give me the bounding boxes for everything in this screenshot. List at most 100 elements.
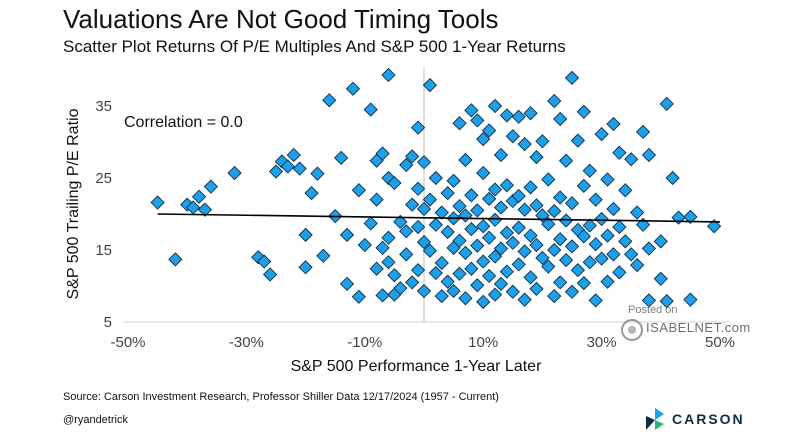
x-tick-label: -50% — [110, 334, 145, 351]
data-point — [416, 201, 432, 217]
data-point — [505, 284, 520, 299]
data-point — [541, 259, 556, 274]
data-point — [511, 109, 526, 124]
data-point — [481, 230, 497, 245]
data-point — [570, 263, 586, 278]
data-point — [683, 292, 698, 307]
data-point — [257, 254, 272, 269]
carson-logo: CARSON — [646, 406, 745, 432]
data-point — [576, 229, 591, 244]
data-point — [618, 234, 633, 249]
author-handle: @ryandetrick — [63, 414, 128, 426]
data-point — [487, 212, 503, 227]
data-point — [588, 237, 603, 252]
data-point — [553, 275, 568, 290]
data-point — [168, 252, 183, 267]
watermark: Posted on ISABELNET.com — [618, 304, 758, 344]
data-point — [641, 147, 657, 163]
data-point — [553, 190, 568, 205]
data-point — [298, 260, 313, 275]
data-point — [434, 205, 449, 220]
data-point — [464, 103, 479, 118]
data-point — [493, 276, 509, 291]
data-point — [641, 293, 657, 308]
data-point — [570, 133, 586, 148]
data-point — [582, 255, 597, 270]
data-point — [499, 108, 515, 123]
data-point — [476, 254, 491, 269]
data-point — [706, 219, 722, 234]
data-point — [381, 67, 396, 83]
data-point — [612, 219, 627, 235]
data-point — [440, 185, 455, 201]
data-point — [434, 288, 449, 304]
data-point — [316, 248, 331, 263]
data-point — [629, 205, 645, 220]
data-point — [387, 175, 402, 191]
watermark-posted: Posted on — [628, 304, 678, 316]
data-point — [635, 124, 651, 140]
data-point — [197, 202, 213, 217]
data-point — [369, 192, 384, 207]
data-point — [582, 163, 597, 178]
data-point — [594, 251, 609, 266]
data-point — [600, 172, 615, 187]
data-point — [458, 152, 473, 168]
data-point — [310, 166, 325, 181]
data-point — [191, 189, 207, 204]
data-point — [422, 243, 438, 258]
data-point — [629, 257, 645, 273]
data-point — [410, 263, 426, 278]
x-tick-label: 50% — [705, 334, 735, 351]
data-point — [339, 276, 355, 291]
data-point — [499, 178, 515, 193]
y-tick-label: 15 — [95, 242, 112, 259]
data-point — [487, 182, 503, 197]
data-point — [304, 185, 319, 201]
data-point — [606, 201, 621, 217]
data-point — [499, 264, 515, 279]
data-point — [369, 261, 384, 276]
data-point — [624, 152, 639, 167]
data-point — [653, 271, 668, 286]
data-point — [493, 200, 509, 215]
y-axis-title: S&P 500 Trailing P/E Ratio — [65, 108, 82, 299]
data-point — [547, 288, 562, 304]
data-point — [150, 195, 165, 210]
data-point — [428, 217, 443, 232]
data-point — [564, 196, 580, 211]
data-point — [464, 221, 479, 237]
data-point — [446, 283, 461, 299]
watermark-logo-icon — [621, 319, 643, 341]
data-point — [227, 165, 242, 181]
data-point — [405, 275, 420, 290]
data-point — [529, 198, 544, 213]
data-point — [458, 245, 473, 261]
data-point — [547, 203, 562, 219]
data-point — [292, 161, 307, 176]
data-point — [416, 283, 432, 299]
data-point — [262, 267, 278, 282]
data-point — [511, 188, 526, 204]
data-point — [452, 116, 467, 131]
data-point — [535, 250, 550, 266]
data-point — [582, 218, 597, 233]
data-point — [541, 172, 556, 187]
data-point — [553, 232, 568, 247]
data-point — [606, 247, 621, 262]
data-point — [416, 155, 432, 170]
data-point — [618, 183, 633, 198]
data-point — [452, 266, 467, 281]
source-note: Source: Carson Investment Research, Prof… — [63, 391, 499, 403]
data-point — [375, 240, 390, 255]
data-point — [523, 270, 538, 285]
chart-labels: -50% -30% -10% 10% 30% 50% 5 15 25 35 Correlation … — [65, 98, 735, 375]
data-point — [487, 287, 503, 302]
data-point — [345, 81, 361, 96]
data-point — [393, 214, 408, 230]
data-point — [541, 216, 556, 232]
data-point — [594, 126, 609, 142]
data-point — [511, 257, 526, 272]
data-point — [416, 234, 432, 250]
data-point — [452, 198, 467, 214]
